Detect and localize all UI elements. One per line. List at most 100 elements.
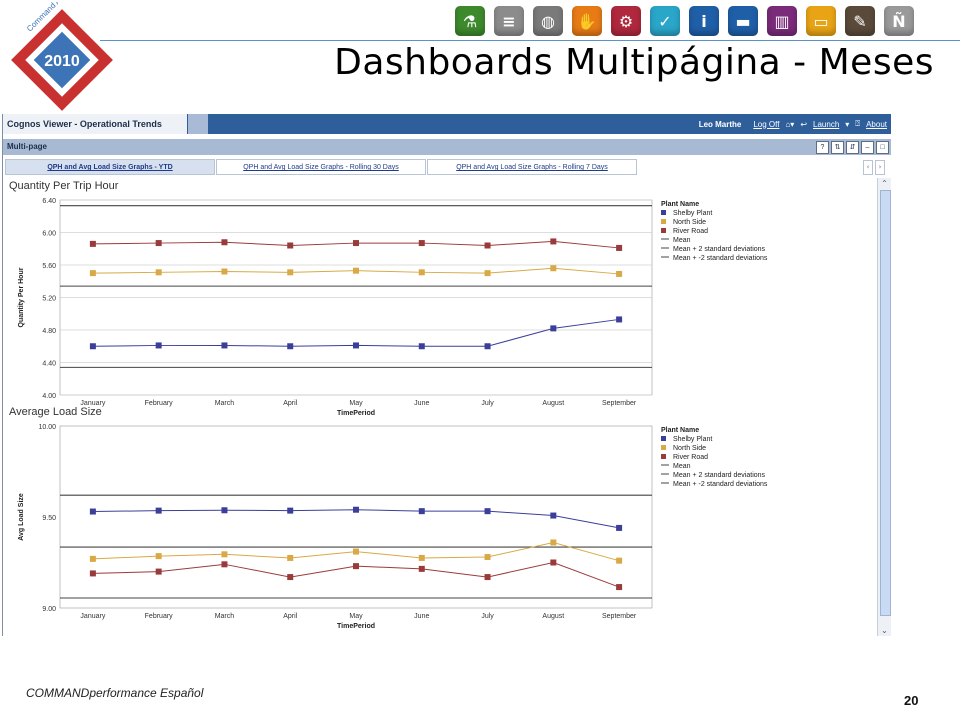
toolbar-buttons: ? ⇅ ⇵ – □ bbox=[816, 141, 889, 154]
tab-ytd[interactable]: QPH and Avg Load Size Graphs - YTD bbox=[5, 159, 215, 175]
y-tick-label: 5.20 bbox=[42, 296, 56, 303]
legend-label: Shelby Plant bbox=[673, 436, 712, 443]
door-icon[interactable]: ▥ bbox=[767, 6, 797, 36]
about-link[interactable]: About bbox=[866, 119, 887, 129]
gears-icon[interactable]: ⚙ bbox=[611, 6, 641, 36]
hand-icon[interactable]: ✋ bbox=[572, 6, 602, 36]
y-tick-label: 6.40 bbox=[42, 198, 56, 205]
data-point bbox=[353, 563, 359, 570]
data-point bbox=[616, 524, 623, 531]
x-tick-label: July bbox=[481, 613, 494, 620]
x-tick-label: August bbox=[542, 400, 564, 407]
logo-year: 2010 bbox=[44, 53, 80, 70]
nav-icon-bar: ⚗ ≡ ◍ ✋ ⚙ ✓ i ▬ ▥ ▭ ✎ Ñ bbox=[455, 6, 914, 38]
cognos-viewer: Cognos Viewer - Operational Trends Leo M… bbox=[2, 114, 891, 636]
qph-chart: 4.00 4.40 4.80 5.20 5.60 6.00 6.40 January Febru… bbox=[18, 198, 768, 417]
x-tick-label: June bbox=[414, 613, 429, 620]
data-point bbox=[616, 316, 623, 323]
tab-rolling-30[interactable]: QPH and Avg Load Size Graphs - Rolling 3… bbox=[216, 159, 426, 175]
scroll-thumb[interactable] bbox=[880, 190, 891, 616]
vertical-scrollbar[interactable]: ⌃ ⌄ bbox=[877, 178, 891, 636]
minimize-button[interactable]: – bbox=[861, 141, 874, 154]
tab-next-icon[interactable]: › bbox=[875, 160, 885, 175]
tool-icon[interactable]: ✎ bbox=[845, 6, 875, 36]
scroll-down-icon[interactable]: ⌄ bbox=[881, 626, 888, 635]
tab-prev-icon[interactable]: ‹ bbox=[863, 160, 873, 175]
titlebar-links: Leo Marthe Log Off ⌂▾ ↩ Launch ▾ ⍰ About bbox=[699, 114, 887, 134]
data-point bbox=[484, 270, 491, 277]
y-axis-label: Quantity Per Hour bbox=[18, 267, 25, 327]
logoff-link[interactable]: Log Off bbox=[753, 119, 780, 129]
data-point bbox=[221, 561, 228, 568]
legend-title: Plant Name bbox=[661, 201, 699, 208]
x-tick-label: June bbox=[414, 400, 429, 407]
load-size-chart: 9.00 9.50 10.00 January February March April Ma… bbox=[18, 424, 768, 630]
data-point bbox=[418, 565, 425, 572]
globe-icon[interactable]: ◍ bbox=[533, 6, 563, 36]
data-point bbox=[155, 507, 162, 514]
viewer-titlebar: Cognos Viewer - Operational Trends Leo M… bbox=[3, 114, 891, 134]
launch-chevron-icon[interactable]: ▾ bbox=[845, 119, 850, 129]
legend-swatch bbox=[661, 454, 666, 459]
refresh-button[interactable]: ⇅ bbox=[831, 141, 844, 154]
maximize-button[interactable]: □ bbox=[876, 141, 889, 154]
y-tick-label: 5.60 bbox=[42, 263, 56, 270]
page-toolbar: Multi-page ? ⇅ ⇵ – □ bbox=[3, 139, 891, 155]
tab-rolling-7[interactable]: QPH and Avg Load Size Graphs - Rolling 7… bbox=[427, 159, 637, 175]
launch-menu[interactable]: Launch bbox=[813, 119, 840, 129]
window-icon[interactable]: ▭ bbox=[806, 6, 836, 36]
data-point bbox=[484, 554, 491, 561]
data-point bbox=[221, 239, 228, 246]
data-point bbox=[89, 570, 96, 577]
tab-scroll: ‹ › bbox=[863, 160, 885, 175]
help-icon[interactable]: ⍰ bbox=[855, 119, 861, 128]
y-tick-label: 4.40 bbox=[42, 361, 56, 368]
sort-button[interactable]: ⇵ bbox=[846, 141, 859, 154]
conference-logo: 2010 Command Alkon Customer Conference bbox=[11, 2, 113, 111]
scroll-up-icon[interactable]: ⌃ bbox=[881, 179, 888, 188]
legend-label: Mean + -2 standard deviations bbox=[673, 481, 768, 488]
legend-label: North Side bbox=[673, 445, 706, 452]
data-point bbox=[155, 553, 162, 560]
data-point bbox=[287, 242, 294, 249]
data-point bbox=[616, 244, 623, 251]
x-tick-label: September bbox=[602, 613, 637, 620]
x-tick-label: February bbox=[145, 613, 174, 620]
y-tick-label: 10.00 bbox=[38, 424, 56, 431]
data-point bbox=[550, 559, 557, 566]
home-icon[interactable]: ⌂▾ bbox=[785, 119, 795, 129]
data-point bbox=[287, 574, 294, 581]
data-point bbox=[550, 512, 557, 519]
desk-icon[interactable]: ▬ bbox=[728, 6, 758, 36]
data-point bbox=[418, 343, 425, 350]
y-axis-label: Avg Load Size bbox=[18, 493, 25, 541]
legend-title: Plant Name bbox=[661, 427, 699, 434]
data-point bbox=[155, 269, 162, 276]
x-tick-label: January bbox=[80, 613, 105, 620]
info-icon[interactable]: i bbox=[689, 6, 719, 36]
x-tick-label: September bbox=[602, 400, 637, 407]
x-tick-label: May bbox=[349, 400, 363, 407]
data-point bbox=[484, 343, 491, 350]
x-tick-label: April bbox=[283, 613, 297, 620]
data-point bbox=[616, 557, 623, 564]
stack-icon[interactable]: ≡ bbox=[494, 6, 524, 36]
back-icon[interactable]: ↩ bbox=[800, 119, 808, 129]
legend-label: River Road bbox=[673, 454, 708, 461]
data-point bbox=[418, 240, 425, 247]
x-tick-label: May bbox=[349, 613, 363, 620]
data-point bbox=[550, 238, 557, 245]
y-tick-label: 9.50 bbox=[42, 515, 56, 522]
check-icon[interactable]: ✓ bbox=[650, 6, 680, 36]
x-tick-label: August bbox=[542, 613, 564, 620]
help-button[interactable]: ? bbox=[816, 141, 829, 154]
data-point bbox=[287, 269, 294, 276]
data-point bbox=[287, 343, 294, 350]
data-point bbox=[89, 343, 96, 350]
report-tabs: QPH and Avg Load Size Graphs - YTD QPH a… bbox=[5, 159, 638, 175]
x-axis-label: TimePeriod bbox=[337, 623, 375, 630]
n-letter-icon[interactable]: Ñ bbox=[884, 6, 914, 36]
flask-icon[interactable]: ⚗ bbox=[455, 6, 485, 36]
y-tick-label: 4.80 bbox=[42, 328, 56, 335]
slide-title: Dashboards Multipágina - Meses bbox=[334, 42, 934, 83]
